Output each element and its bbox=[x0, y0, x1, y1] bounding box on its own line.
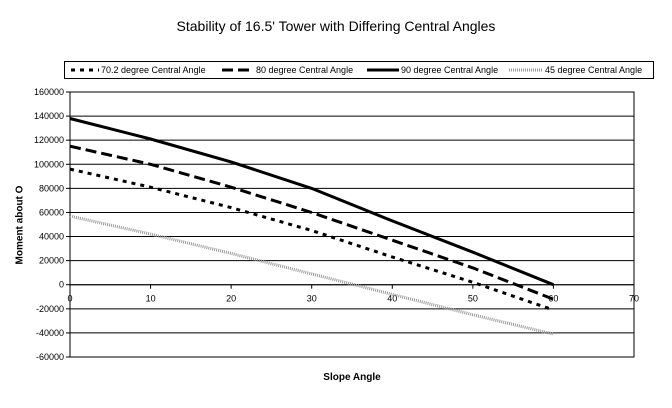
y-tick-label: 80000 bbox=[39, 183, 64, 193]
y-tick-label: 20000 bbox=[39, 256, 64, 266]
legend-label: 90 degree Central Angle bbox=[401, 65, 499, 75]
x-tick-label: 20 bbox=[226, 294, 236, 304]
y-tick-label: 160000 bbox=[34, 87, 64, 97]
legend-swatch-gray bbox=[509, 68, 543, 72]
x-tick-label: 60 bbox=[548, 294, 558, 304]
legend-swatch-dashed bbox=[222, 68, 254, 72]
legend-label: 45 degree Central Angle bbox=[545, 65, 643, 75]
series-line-2 bbox=[69, 117, 554, 287]
x-tick-label: 70 bbox=[629, 294, 639, 304]
series-line-0 bbox=[69, 167, 554, 312]
legend-item-45: 45 degree Central Angle bbox=[507, 62, 642, 78]
legend-item-90: 90 degree Central Angle bbox=[365, 62, 498, 78]
x-tick-label: 40 bbox=[387, 294, 397, 304]
legend-label: 70.2 degree Central Angle bbox=[101, 65, 206, 75]
y-tick-label: -20000 bbox=[36, 304, 64, 314]
x-tick-label: 10 bbox=[146, 294, 156, 304]
legend-label: 80 degree Central Angle bbox=[256, 65, 354, 75]
legend-item-70-2: 70.2 degree Central Angle bbox=[69, 62, 206, 78]
y-tick-label: 40000 bbox=[39, 232, 64, 242]
y-tick-label: 140000 bbox=[34, 111, 64, 121]
y-tick-label: 60000 bbox=[39, 207, 64, 217]
chart-title: Stability of 16.5' Tower with Differing … bbox=[176, 18, 496, 34]
y-tick-label: -40000 bbox=[36, 328, 64, 338]
x-tick-label: 50 bbox=[468, 294, 478, 304]
series-line-1 bbox=[69, 144, 554, 301]
series-line-3 bbox=[69, 214, 554, 336]
legend-swatch-solid bbox=[367, 68, 399, 72]
x-tick-label: 0 bbox=[67, 294, 72, 304]
legend: 70.2 degree Central Angle 80 degree Cent… bbox=[64, 61, 654, 79]
x-tick-label: 30 bbox=[307, 294, 317, 304]
y-tick-label: 120000 bbox=[34, 135, 64, 145]
y-tick-label: -60000 bbox=[36, 352, 64, 362]
y-tick-label: 0 bbox=[59, 280, 64, 290]
y-tick-label: 100000 bbox=[34, 159, 64, 169]
legend-item-80: 80 degree Central Angle bbox=[220, 62, 353, 78]
x-axis-label: Slope Angle bbox=[323, 372, 381, 383]
plot-frame bbox=[69, 91, 635, 358]
